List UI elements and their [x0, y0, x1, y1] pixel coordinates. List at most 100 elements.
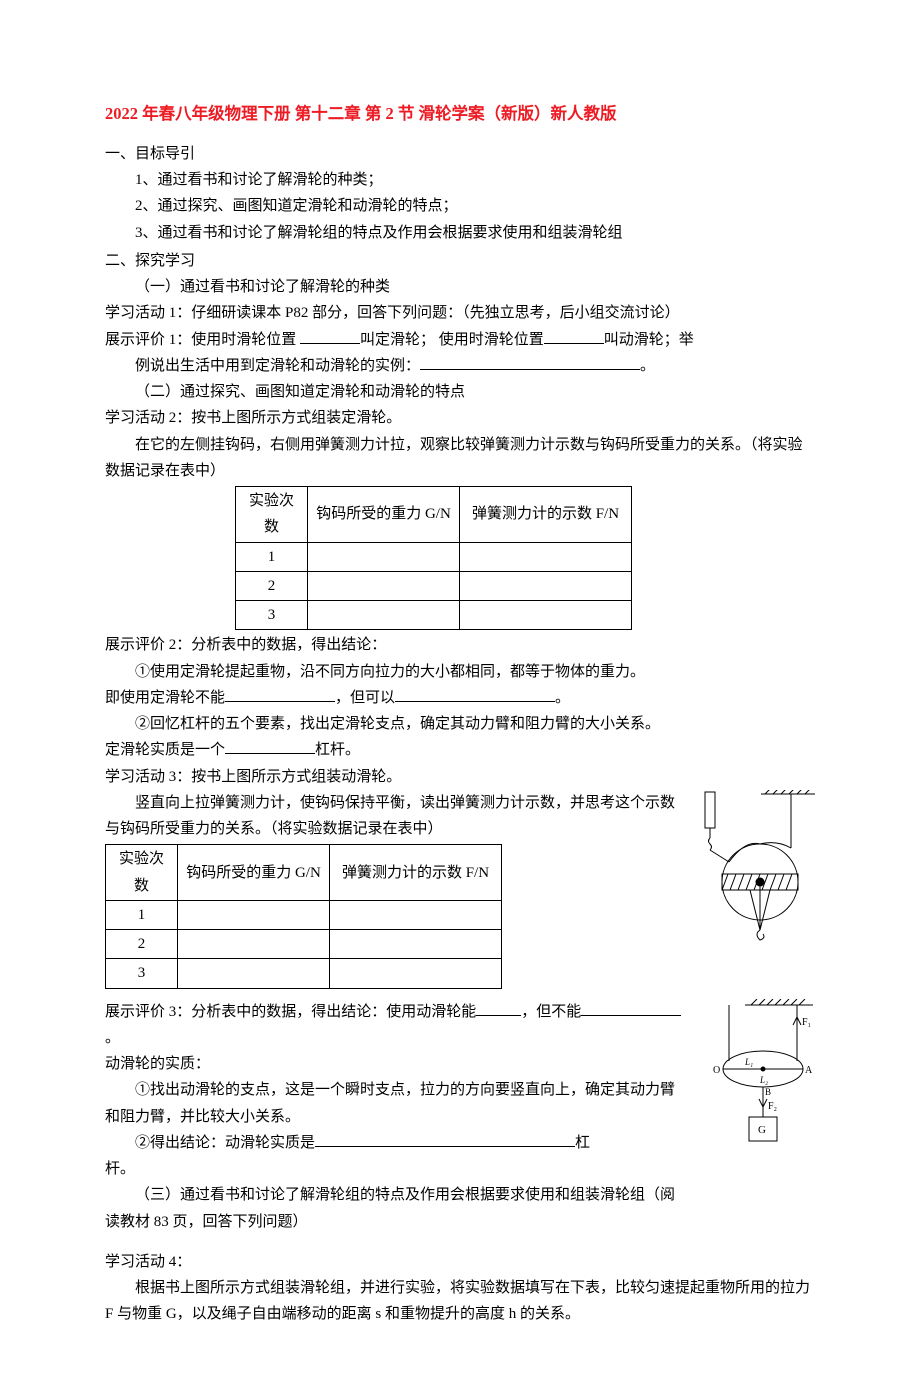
- text: ②得出结论：动滑轮实质是: [135, 1135, 315, 1151]
- th-weight: 钩码所受的重力 G/N: [178, 845, 330, 901]
- cell[interactable]: [308, 571, 460, 600]
- eval3-item2-cont: 杆。: [105, 1156, 689, 1182]
- text: 展示评价 3：分析表中的数据，得出结论：使用动滑轮能: [105, 1004, 476, 1020]
- text: 。: [555, 690, 570, 706]
- cell[interactable]: [460, 571, 632, 600]
- eval3-subtitle: 动滑轮的实质：: [105, 1051, 689, 1077]
- th-weight: 钩码所受的重力 G/N: [308, 487, 460, 543]
- text: 。: [105, 1030, 120, 1046]
- cell[interactable]: [178, 930, 330, 959]
- th-force: 弹簧测力计的示数 F/N: [460, 487, 632, 543]
- activity-1-line1: 学习活动 1：仔细研读课本 P82 部分，回答下列问题：（先独立思考，后小组交流…: [105, 300, 815, 326]
- eval2-title: 展示评价 2：分析表中的数据，得出结论：: [105, 632, 815, 658]
- data-table-1: 实验次数 钩码所受的重力 G/N 弹簧测力计的示数 F/N 1 2 3: [235, 486, 632, 630]
- eval2-line3: ②回忆杠杆的五个要素，找出定滑轮支点，确定其动力臂和阻力臂的大小关系。: [105, 711, 815, 737]
- table-row: 1: [106, 900, 502, 929]
- cell[interactable]: [178, 900, 330, 929]
- sec2-sub2: （二）通过探究、画图知道定滑轮和动滑轮的特点: [105, 379, 815, 405]
- sec1-heading: 一、目标导引: [105, 141, 815, 167]
- svg-text:L₁: L₁: [744, 1057, 753, 1067]
- activity-4-title: 学习活动 4：: [105, 1249, 815, 1275]
- sec2-sub3: （三）通过看书和讨论了解滑轮组的特点及作用会根据要求使用和组装滑轮组（阅读教材 …: [105, 1182, 689, 1235]
- table-row: 3: [106, 959, 502, 988]
- cell[interactable]: [330, 900, 502, 929]
- cell[interactable]: [178, 959, 330, 988]
- cell[interactable]: [308, 601, 460, 630]
- th-exp-count: 实验次数: [236, 487, 308, 543]
- blank-fill[interactable]: [300, 329, 360, 344]
- eval2-line2: 即使用定滑轮不能 ，但可以 。: [105, 685, 815, 711]
- text: 杠: [575, 1135, 590, 1151]
- svg-text:F₂: F₂: [768, 1101, 777, 1112]
- cell: 3: [236, 601, 308, 630]
- cell[interactable]: [308, 542, 460, 571]
- svg-text:G: G: [758, 1124, 766, 1136]
- data-table-2: 实验次数 钩码所受的重力 G/N 弹簧测力计的示数 F/N 1 2 3: [105, 844, 502, 988]
- activity-1-line3: 例说出生活中用到定滑轮和动滑轮的实例： 。: [105, 353, 815, 379]
- table-row: 1: [236, 542, 632, 571]
- cell: 2: [236, 571, 308, 600]
- pulley-diagram-1: [695, 790, 815, 945]
- sec2-sub1: （一）通过看书和讨论了解滑轮的种类: [105, 274, 815, 300]
- svg-text:F₁: F₁: [802, 1017, 811, 1028]
- eval3-item2: ②得出结论：动滑轮实质是 杠: [105, 1130, 689, 1156]
- text: 例说出生活中用到定滑轮和动滑轮的实例：: [135, 358, 420, 374]
- table-header-row: 实验次数 钩码所受的重力 G/N 弹簧测力计的示数 F/N: [236, 487, 632, 543]
- svg-text:A: A: [805, 1065, 813, 1076]
- activity-3-para: 竖直向上拉弹簧测力计，使钩码保持平衡，读出弹簧测力计示数，并思考这个示数与钩码所…: [105, 790, 679, 843]
- eval2-line4: 定滑轮实质是一个 杠杆。: [105, 737, 815, 763]
- activity-2-para: 在它的左侧挂钩码，右侧用弹簧测力计拉，观察比较弹簧测力计示数与钩码所受重力的关系…: [105, 432, 815, 485]
- blank-fill[interactable]: [315, 1132, 575, 1147]
- sec1-item3: 3、通过看书和讨论了解滑轮组的特点及作用会根据要求使用和组装滑轮组: [105, 220, 815, 246]
- eval3-row: 展示评价 3：分析表中的数据，得出结论：使用动滑轮能，但不能。 动滑轮的实质： …: [105, 999, 815, 1235]
- text: 。: [640, 358, 655, 374]
- activity-1-line2: 展示评价 1：使用时滑轮位置 叫定滑轮； 使用时滑轮位置 叫动滑轮；举: [105, 327, 815, 353]
- table-header-row: 实验次数 钩码所受的重力 G/N 弹簧测力计的示数 F/N: [106, 845, 502, 901]
- cell: 1: [106, 900, 178, 929]
- activity-4-para: 根据书上图所示方式组装滑轮组，并进行实验，将实验数据填写在下表，比较匀速提起重物…: [105, 1275, 815, 1328]
- th-force: 弹簧测力计的示数 F/N: [330, 845, 502, 901]
- cell[interactable]: [460, 542, 632, 571]
- blank-fill[interactable]: [476, 1001, 521, 1016]
- text: ，但可以: [335, 690, 395, 706]
- blank-fill[interactable]: [544, 329, 604, 344]
- sec1-item1: 1、通过看书和讨论了解滑轮的种类；: [105, 167, 815, 193]
- table-row: 2: [236, 571, 632, 600]
- table-row: 3: [236, 601, 632, 630]
- section-2: 二、探究学习 （一）通过看书和讨论了解滑轮的种类 学习活动 1：仔细研读课本 P…: [105, 248, 815, 1328]
- activity-2-title: 学习活动 2：按书上图所示方式组装定滑轮。: [105, 405, 815, 431]
- cell: 1: [236, 542, 308, 571]
- activity-3-row: 竖直向上拉弹簧测力计，使钩码保持平衡，读出弹簧测力计示数，并思考这个示数与钩码所…: [105, 790, 815, 991]
- blank-fill[interactable]: [225, 739, 315, 754]
- text: 定滑轮实质是一个: [105, 742, 225, 758]
- blank-fill[interactable]: [420, 355, 640, 370]
- blank-fill[interactable]: [395, 687, 555, 702]
- th-exp-count: 实验次数: [106, 845, 178, 901]
- svg-text:B: B: [765, 1087, 771, 1097]
- cell: 2: [106, 930, 178, 959]
- table-row: 2: [106, 930, 502, 959]
- text: 即使用定滑轮不能: [105, 690, 225, 706]
- svg-text:L₂: L₂: [759, 1075, 768, 1085]
- svg-text:O: O: [713, 1065, 720, 1076]
- cell[interactable]: [330, 930, 502, 959]
- eval3-line1: 展示评价 3：分析表中的数据，得出结论：使用动滑轮能 ，但不能。: [105, 999, 689, 1052]
- sec1-item2: 2、通过探究、画图知道定滑轮和动滑轮的特点；: [105, 193, 815, 219]
- eval2-line1: ①使用定滑轮提起重物，沿不同方向拉力的大小都相同，都等于物体的重力。: [105, 659, 815, 685]
- page-title: 2022 年春八年级物理下册 第十二章 第 2 节 滑轮学案（新版）新人教版: [105, 100, 815, 129]
- cell[interactable]: [330, 959, 502, 988]
- blank-fill[interactable]: [581, 1001, 681, 1016]
- text: ，但不能: [521, 1004, 581, 1020]
- cell: 3: [106, 959, 178, 988]
- section-1: 一、目标导引 1、通过看书和讨论了解滑轮的种类； 2、通过探究、画图知道定滑轮和…: [105, 141, 815, 246]
- text: 展示评价 1：使用时滑轮位置: [105, 332, 300, 348]
- blank-fill[interactable]: [225, 687, 335, 702]
- text: 叫动滑轮；举: [604, 332, 694, 348]
- text: 叫定滑轮； 使用时滑轮位置: [360, 332, 544, 348]
- sec2-heading: 二、探究学习: [105, 248, 815, 274]
- text: 杠杆。: [315, 742, 360, 758]
- activity-3-title: 学习活动 3：按书上图所示方式组装动滑轮。: [105, 764, 815, 790]
- cell[interactable]: [460, 601, 632, 630]
- pulley-diagram-2: F₁ O A L₁ L₂ B F₂: [705, 999, 815, 1169]
- eval3-item1: ①找出动滑轮的支点，这是一个瞬时支点，拉力的方向要竖直向上，确定其动力臂和阻力臂…: [105, 1077, 689, 1130]
